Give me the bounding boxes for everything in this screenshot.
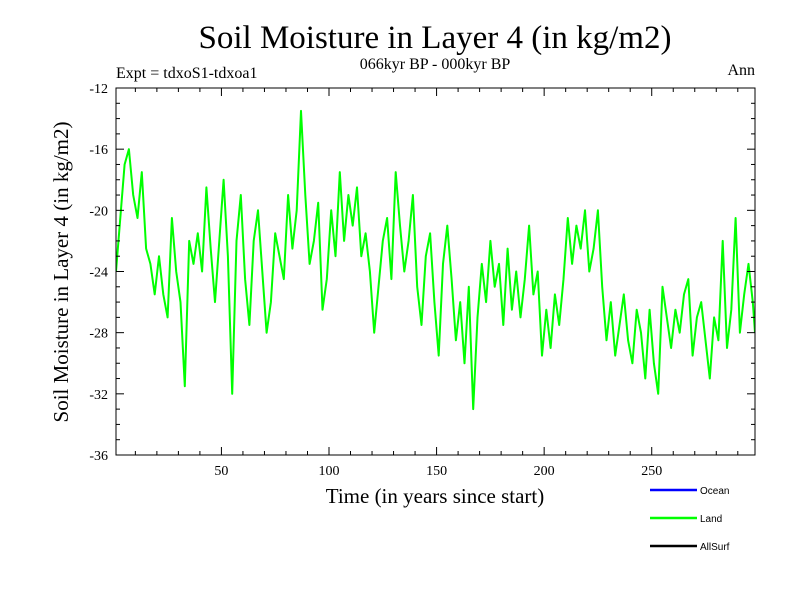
x-tick-label: 200 bbox=[534, 464, 555, 479]
y-tick-label: -12 bbox=[89, 82, 108, 97]
series-line-land bbox=[116, 109, 755, 411]
x-axis-label: Time (in years since start) bbox=[326, 484, 545, 508]
y-tick-label: -28 bbox=[89, 327, 108, 342]
x-tick-label: 150 bbox=[426, 464, 447, 479]
plot-area: 50 100 150 200 250 -12 -16 -20 -24 -28 -32 -36 bbox=[89, 82, 756, 479]
y-axis-label: Soil Moisture in Layer 4 (in kg/m2) bbox=[49, 122, 73, 423]
legend-label-land: Land bbox=[700, 514, 722, 525]
legend-label-allsurf: AllSurf bbox=[700, 542, 730, 553]
x-tick-label: 50 bbox=[214, 464, 228, 479]
legend: Ocean Land AllSurf bbox=[650, 486, 730, 553]
x-tick-label: 100 bbox=[319, 464, 340, 479]
y-tick-label: -32 bbox=[89, 388, 108, 403]
y-tick-label: -24 bbox=[89, 266, 108, 281]
chart-title: Soil Moisture in Layer 4 (in kg/m2) bbox=[199, 20, 672, 56]
experiment-label: Expt = tdxoS1-tdxoa1 bbox=[116, 65, 257, 82]
legend-label-ocean: Ocean bbox=[700, 486, 729, 497]
x-tick-label: 250 bbox=[641, 464, 662, 479]
season-label: Ann bbox=[727, 62, 755, 79]
chart-subtitle: 066kyr BP - 000kyr BP bbox=[360, 56, 511, 73]
y-tick-label: -20 bbox=[89, 204, 108, 219]
y-tick-label: -36 bbox=[89, 449, 108, 464]
y-tick-label: -16 bbox=[89, 143, 108, 158]
